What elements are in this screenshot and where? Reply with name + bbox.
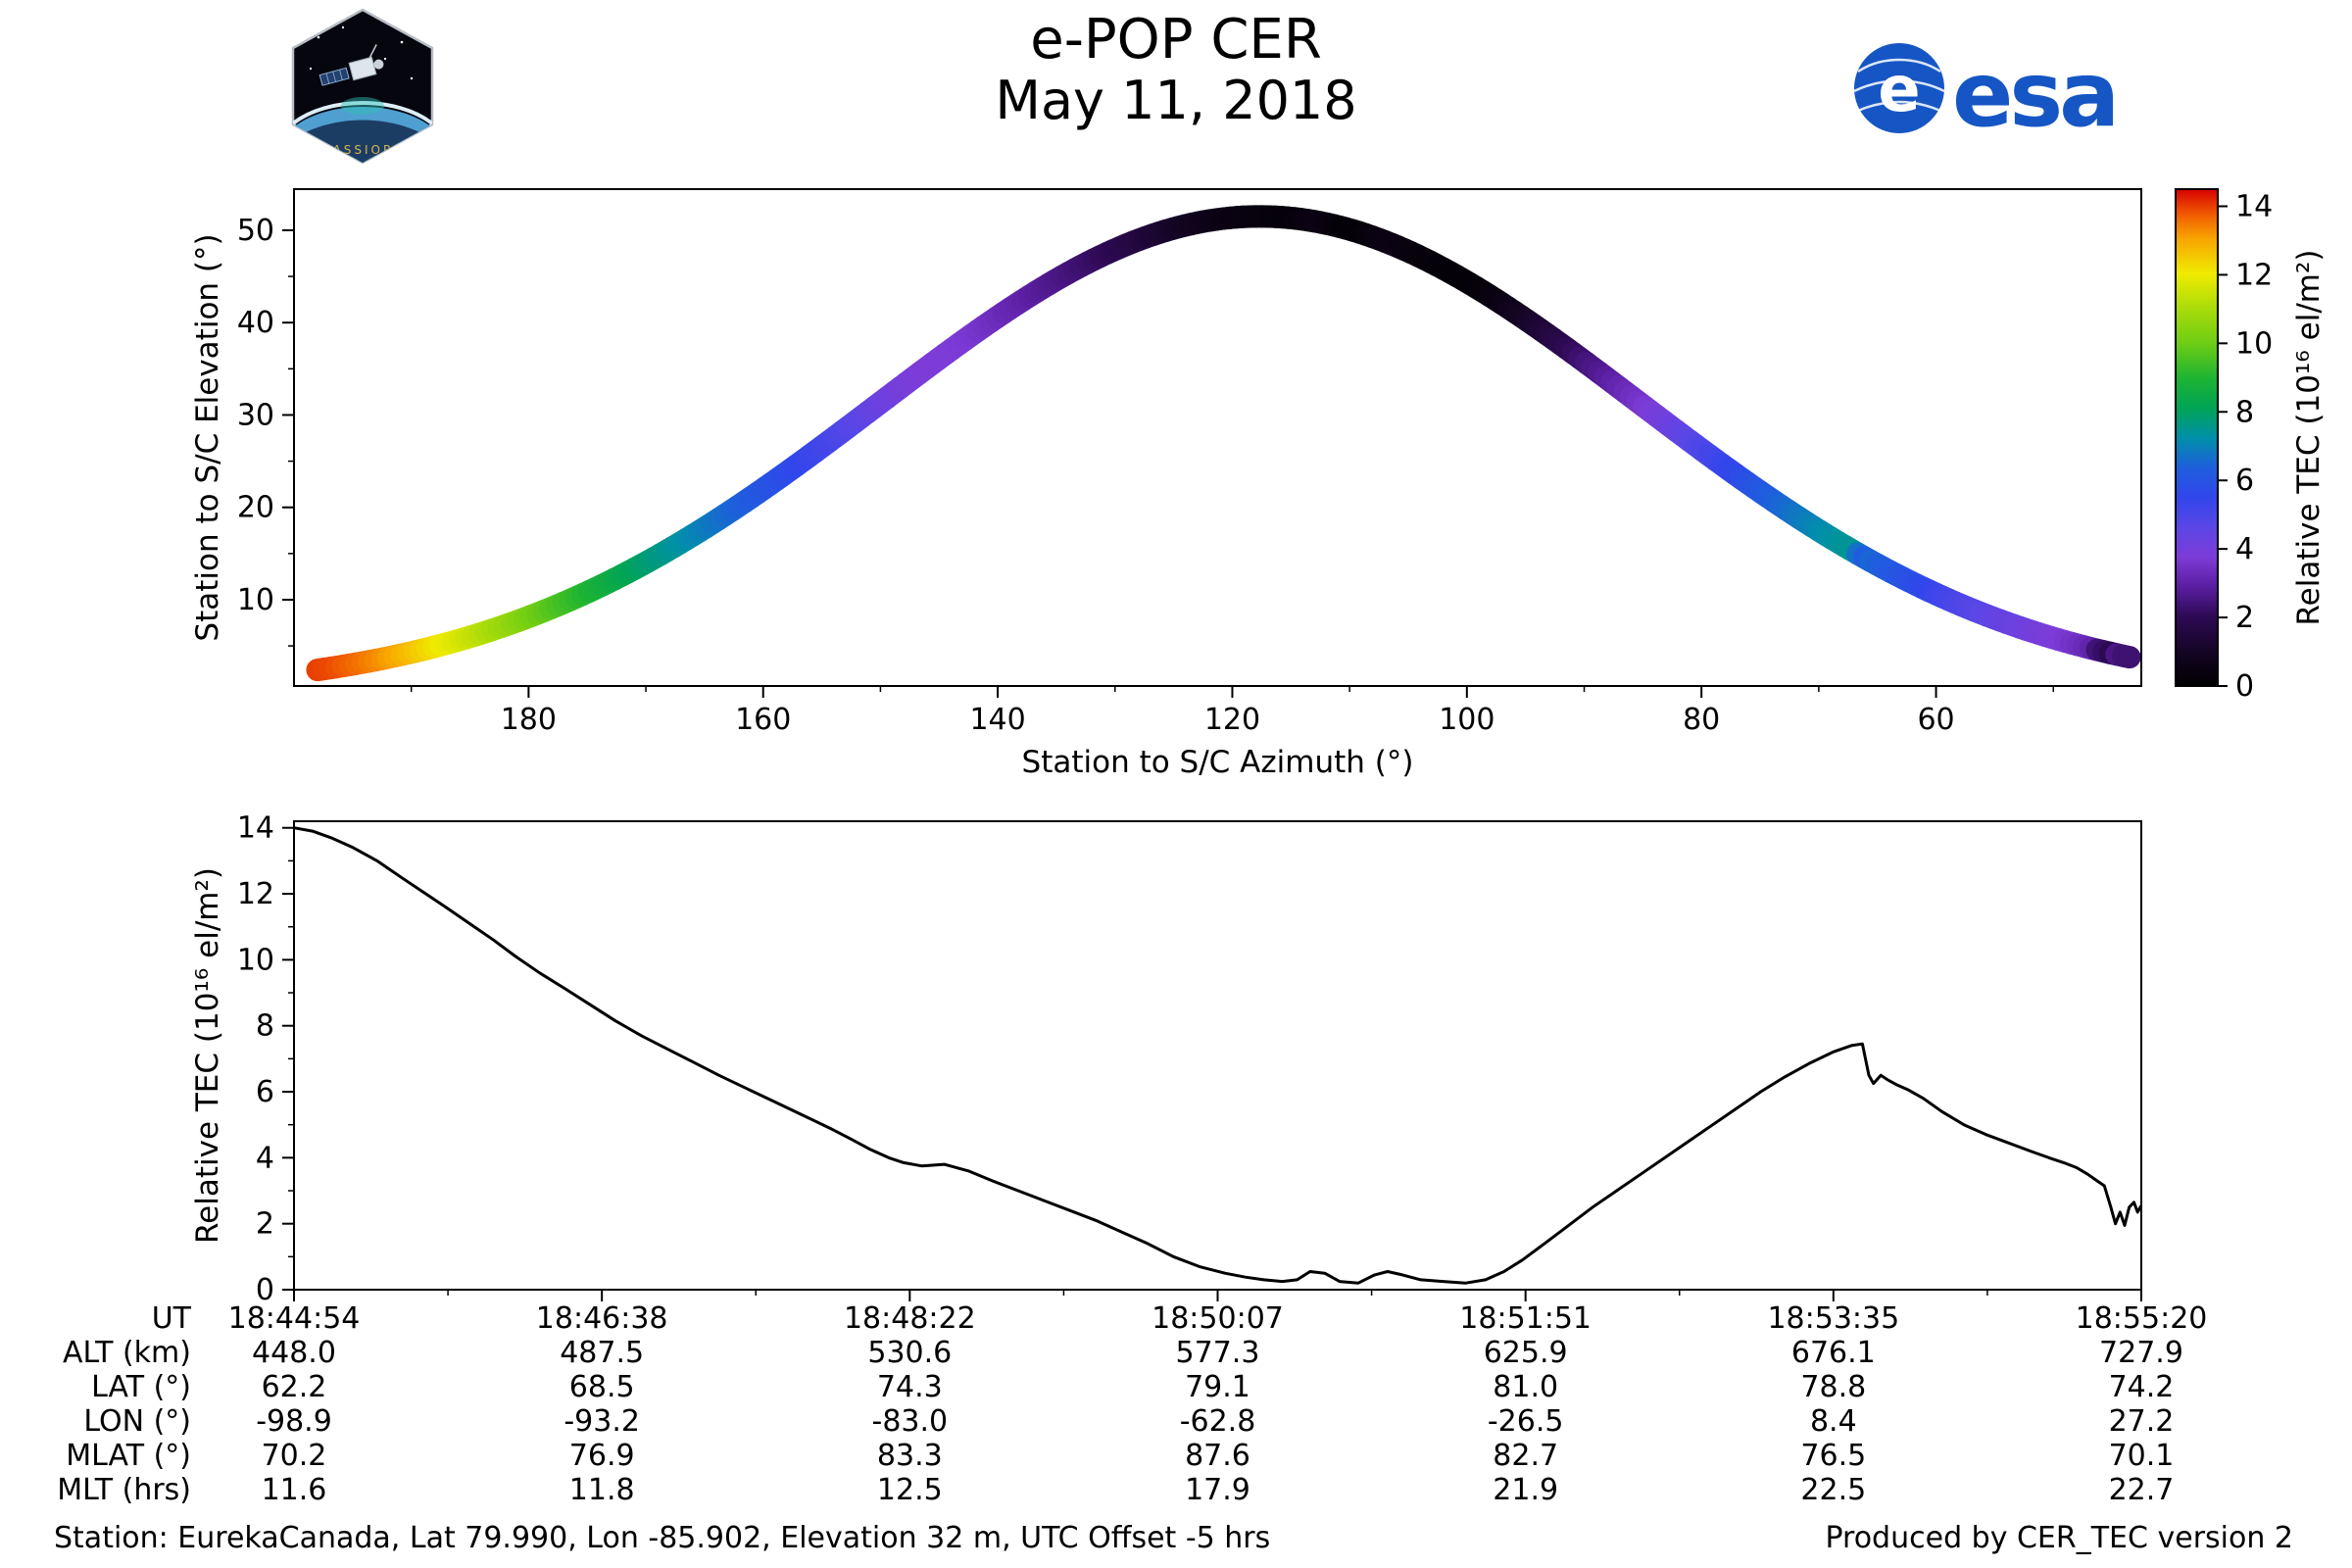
y-tick-label: 50 <box>237 214 274 248</box>
table-cell: 22.5 <box>1800 1473 1866 1507</box>
table-row-label: ALT (km) <box>63 1336 191 1370</box>
table-row-label: LAT (°) <box>91 1370 191 1404</box>
y-tick-label: 10 <box>237 943 274 977</box>
y-tick-label: 14 <box>237 811 274 846</box>
table-cell: 83.3 <box>877 1439 943 1473</box>
table-cell: 70.2 <box>262 1439 327 1473</box>
x-tick-label: 180 <box>501 703 557 737</box>
x-tick-label: 160 <box>735 703 791 737</box>
y-tick-label: 12 <box>237 877 274 911</box>
y-tick-label: 20 <box>237 491 274 525</box>
colorbar-tick-label: 12 <box>2235 258 2273 292</box>
table-row-label: MLT (hrs) <box>57 1473 191 1507</box>
footer-station-info: Station: EurekaCanada, Lat 79.990, Lon -… <box>54 1521 1271 1555</box>
colorbar-tick-label: 6 <box>2235 464 2254 498</box>
table-row-label: LON (°) <box>83 1404 191 1439</box>
aurora-glow-icon <box>341 97 384 115</box>
table-cell: 18:46:38 <box>536 1301 668 1336</box>
x-tick-label: 140 <box>969 703 1025 737</box>
table-cell: 18:50:07 <box>1152 1301 1284 1336</box>
table-cell: 74.2 <box>2109 1370 2175 1404</box>
table-cell: 79.1 <box>1185 1370 1250 1404</box>
table-cell: 727.9 <box>2099 1336 2183 1370</box>
colorbar-label: Relative TEC (10¹⁶ el/m²) <box>2291 250 2327 626</box>
y-tick-label: 8 <box>256 1009 274 1044</box>
table-cell: 18:44:54 <box>228 1301 361 1336</box>
table-cell: 487.5 <box>560 1336 644 1370</box>
table-cell: 27.2 <box>2109 1404 2175 1439</box>
y-tick-label: 10 <box>237 583 274 617</box>
table-row-label: MLAT (°) <box>66 1439 191 1473</box>
footer-produced-by: Produced by CER_TEC version 2 <box>1825 1521 2293 1555</box>
table-cell: -83.0 <box>872 1404 949 1439</box>
x-tick-label: 60 <box>1917 703 1954 737</box>
table-cell: 22.7 <box>2109 1473 2175 1507</box>
table-cell: -62.8 <box>1180 1404 1256 1439</box>
esa-emblem-icon: e <box>1853 43 1945 133</box>
table-cell: 62.2 <box>262 1370 327 1404</box>
y-tick-label: 4 <box>256 1141 274 1175</box>
table-cell: 577.3 <box>1176 1336 1260 1370</box>
tec-time-plot: 0 2 4 6 8 10 12 14 Relative TEC (10¹⁶ el/m²) <box>190 811 2143 1307</box>
table-cell: 82.7 <box>1493 1439 1558 1473</box>
table-cell: 68.5 <box>569 1370 635 1404</box>
table-cell: -26.5 <box>1488 1404 1564 1439</box>
table-cell: 81.0 <box>1493 1370 1558 1404</box>
x-axis-label: Station to S/C Azimuth (°) <box>1022 745 1414 780</box>
colorbar-tick-label: 2 <box>2235 601 2254 635</box>
table-cell: 18:48:22 <box>844 1301 976 1336</box>
table-cell: 76.5 <box>1800 1439 1866 1473</box>
table-cell: -98.9 <box>256 1404 332 1439</box>
table-cell: 8.4 <box>1810 1404 1857 1439</box>
table-cell: 11.6 <box>262 1473 327 1507</box>
tec-line-series <box>293 826 2143 1285</box>
y-tick-label: 6 <box>256 1075 274 1109</box>
table-cell: 78.8 <box>1800 1370 1866 1404</box>
colorbar-tick-label: 10 <box>2235 326 2273 361</box>
colorbar-tick-label: 14 <box>2235 189 2273 223</box>
table-cell: 76.9 <box>569 1439 635 1473</box>
table-cell: 11.8 <box>569 1473 635 1507</box>
table-cell: 87.6 <box>1185 1439 1250 1473</box>
table-cell: 530.6 <box>867 1336 952 1370</box>
colorbar-tick-label: 4 <box>2235 532 2254 566</box>
table-cell: 21.9 <box>1493 1473 1558 1507</box>
colorbar-tick-label: 0 <box>2235 669 2254 704</box>
table-cell: 18:51:51 <box>1459 1301 1592 1336</box>
table-cell: 18:53:35 <box>1767 1301 1899 1336</box>
satellite-icon <box>318 44 384 86</box>
esa-logo: e esa <box>1853 42 2120 147</box>
elevation-azimuth-plot: 180 160 140 120 100 80 60 10 20 30 40 50 Station to … <box>190 188 2142 780</box>
y-tick-label: 30 <box>237 398 274 432</box>
xaxis-table: UT 18:44:54 18:46:38 18:48:22 18:50:07 18:51:… <box>57 1301 2207 1507</box>
table-cell: 18:55:20 <box>2076 1301 2208 1336</box>
table-cell: 12.5 <box>877 1473 943 1507</box>
table-cell: 17.9 <box>1185 1473 1250 1507</box>
svg-text:e: e <box>1878 54 1920 126</box>
esa-logo-text: esa <box>1952 42 2116 147</box>
y-tick-label: 0 <box>256 1273 274 1307</box>
y-axis-label: Station to S/C Elevation (°) <box>190 233 225 641</box>
colorbar: 0 2 4 6 8 10 12 14 Relative TEC (10¹⁶ el/m²) <box>2175 188 2327 704</box>
table-cell: 70.1 <box>2109 1439 2175 1473</box>
table-cell: 448.0 <box>252 1336 336 1370</box>
table-cell: 625.9 <box>1484 1336 1568 1370</box>
table-cell: 676.1 <box>1791 1336 1876 1370</box>
x-tick-label: 120 <box>1204 703 1260 737</box>
cassiope-logo: CASSIOPE <box>291 8 434 165</box>
table-cell: -93.2 <box>564 1404 640 1439</box>
y-tick-label: 2 <box>256 1207 274 1242</box>
colorbar-tick-label: 8 <box>2235 395 2254 429</box>
x-tick-label: 80 <box>1683 703 1720 737</box>
table-cell: 74.3 <box>877 1370 943 1404</box>
y-axis-label: Relative TEC (10¹⁶ el/m²) <box>190 867 225 1244</box>
y-tick-label: 40 <box>237 306 274 340</box>
table-row-label: UT <box>152 1301 192 1336</box>
x-tick-label: 100 <box>1439 703 1494 737</box>
sky-track-series <box>306 205 2141 682</box>
